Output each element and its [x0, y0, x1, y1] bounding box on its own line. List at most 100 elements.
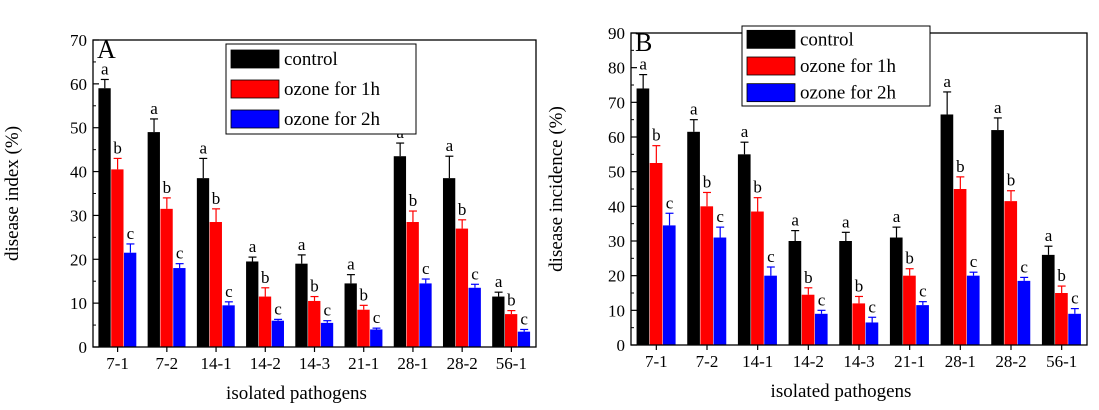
bar-ozone-for-2h-21-1	[916, 305, 929, 345]
significance-label: c	[666, 193, 674, 212]
bar-control-14-3	[295, 263, 308, 347]
legend-label-ozone-for-1h: ozone for 1h	[800, 56, 897, 77]
y-axis-label: disease index (%)	[2, 126, 23, 261]
significance-label: a	[199, 138, 207, 157]
bar-control-28-2	[991, 130, 1004, 345]
x-tick-label: 21-1	[348, 354, 379, 373]
significance-label: c	[767, 247, 775, 266]
x-tick-label: 14-3	[843, 352, 874, 371]
bar-control-14-1	[196, 178, 210, 347]
bar-control-28-1	[393, 156, 407, 347]
y-tick-label: 20	[70, 250, 87, 269]
y-tick-label: 70	[70, 31, 87, 50]
significance-label: c	[127, 224, 135, 243]
legend-label-control: control	[284, 49, 338, 70]
significance-label: a	[994, 98, 1002, 117]
significance-label: b	[652, 126, 661, 145]
y-axis-label: disease incidence (%)	[546, 106, 567, 272]
significance-label: b	[458, 200, 467, 219]
bar-ozone-for-1h-56-1	[504, 314, 518, 347]
significance-label: c	[422, 259, 430, 278]
significance-label: b	[261, 268, 270, 287]
legend-swatch-ozone-for-1h	[746, 56, 796, 76]
x-tick-label: 28-2	[447, 354, 478, 373]
bar-control-56-1	[1041, 254, 1055, 345]
y-tick-label: 30	[70, 206, 87, 225]
bar-ozone-for-1h-7-2	[160, 208, 173, 347]
bar-control-7-2	[687, 131, 700, 345]
panel-a: aaaaaaaaabbbbbbbbbccccccccc0102030405060…	[2, 31, 537, 404]
bar-ozone-for-2h-14-1	[222, 305, 235, 347]
significance-label: a	[101, 59, 109, 78]
y-tick-label: 70	[608, 93, 625, 112]
panel-letter: B	[635, 28, 652, 57]
bar-ozone-for-1h-7-1	[649, 163, 663, 345]
legend-swatch-ozone-for-2h	[230, 109, 280, 129]
x-tick-label: 28-1	[397, 354, 428, 373]
bar-ozone-for-1h-28-2	[1004, 201, 1018, 345]
bar-ozone-for-2h-7-2	[713, 237, 727, 345]
bar-ozone-for-1h-21-1	[357, 309, 370, 347]
legend-label-ozone-for-1h: ozone for 1h	[284, 79, 381, 100]
y-tick-label: 40	[608, 197, 625, 216]
significance-label: a	[446, 136, 454, 155]
bar-control-14-2	[788, 241, 802, 345]
bar-control-28-2	[442, 178, 456, 347]
bar-control-56-1	[492, 296, 505, 347]
x-tick-label: 7-2	[155, 354, 178, 373]
significance-label: c	[176, 244, 184, 263]
significance-label: a	[842, 212, 850, 231]
significance-label: b	[753, 178, 762, 197]
bar-control-21-1	[344, 283, 357, 347]
y-tick-label: 20	[608, 267, 625, 286]
significance-label: a	[249, 237, 257, 256]
bar-ozone-for-2h-14-1	[764, 275, 777, 345]
bar-ozone-for-2h-21-1	[370, 329, 383, 347]
x-tick-label: 7-1	[106, 354, 129, 373]
bar-control-28-1	[940, 114, 954, 345]
bar-ozone-for-2h-7-1	[124, 252, 137, 347]
significance-label: b	[956, 157, 965, 176]
significance-label: b	[359, 285, 368, 304]
significance-label: b	[507, 291, 516, 310]
significance-label: c	[225, 282, 233, 301]
significance-label: c	[324, 301, 332, 320]
bar-control-7-1	[636, 88, 650, 345]
bar-ozone-for-2h-14-3	[865, 322, 879, 345]
significance-label: c	[868, 297, 876, 316]
significance-label: a	[347, 255, 355, 274]
significance-label: b	[113, 138, 122, 157]
significance-label: b	[855, 276, 864, 295]
significance-label: a	[741, 122, 749, 141]
x-tick-label: 56-1	[496, 354, 527, 373]
bar-control-14-2	[246, 261, 259, 347]
bar-ozone-for-2h-56-1	[1068, 313, 1081, 345]
x-tick-label: 14-2	[793, 352, 824, 371]
panel-letter: A	[97, 35, 116, 64]
bar-ozone-for-2h-7-2	[173, 268, 186, 347]
x-tick-label: 14-1	[200, 354, 231, 373]
significance-label: c	[1020, 257, 1028, 276]
y-tick-label: 90	[608, 24, 625, 43]
significance-label: c	[274, 299, 282, 318]
significance-label: b	[905, 249, 914, 268]
bar-ozone-for-1h-28-1	[406, 222, 419, 347]
x-tick-label: 56-1	[1046, 352, 1077, 371]
bar-control-7-1	[98, 88, 111, 348]
significance-label: a	[150, 99, 158, 118]
legend-swatch-ozone-for-1h	[230, 79, 280, 99]
bar-ozone-for-1h-14-3	[308, 300, 321, 347]
x-tick-label: 7-2	[696, 352, 719, 371]
significance-label: b	[212, 189, 221, 208]
bar-ozone-for-2h-28-1	[966, 275, 980, 345]
significance-label: b	[703, 172, 712, 191]
x-axis-label: isolated pathogens	[771, 381, 912, 402]
significance-label: a	[943, 72, 951, 91]
significance-label: a	[893, 207, 901, 226]
x-tick-label: 28-2	[995, 352, 1026, 371]
x-tick-label: 14-2	[250, 354, 281, 373]
significance-label: a	[298, 235, 306, 254]
significance-label: c	[970, 252, 978, 271]
bar-ozone-for-1h-21-1	[903, 275, 916, 345]
